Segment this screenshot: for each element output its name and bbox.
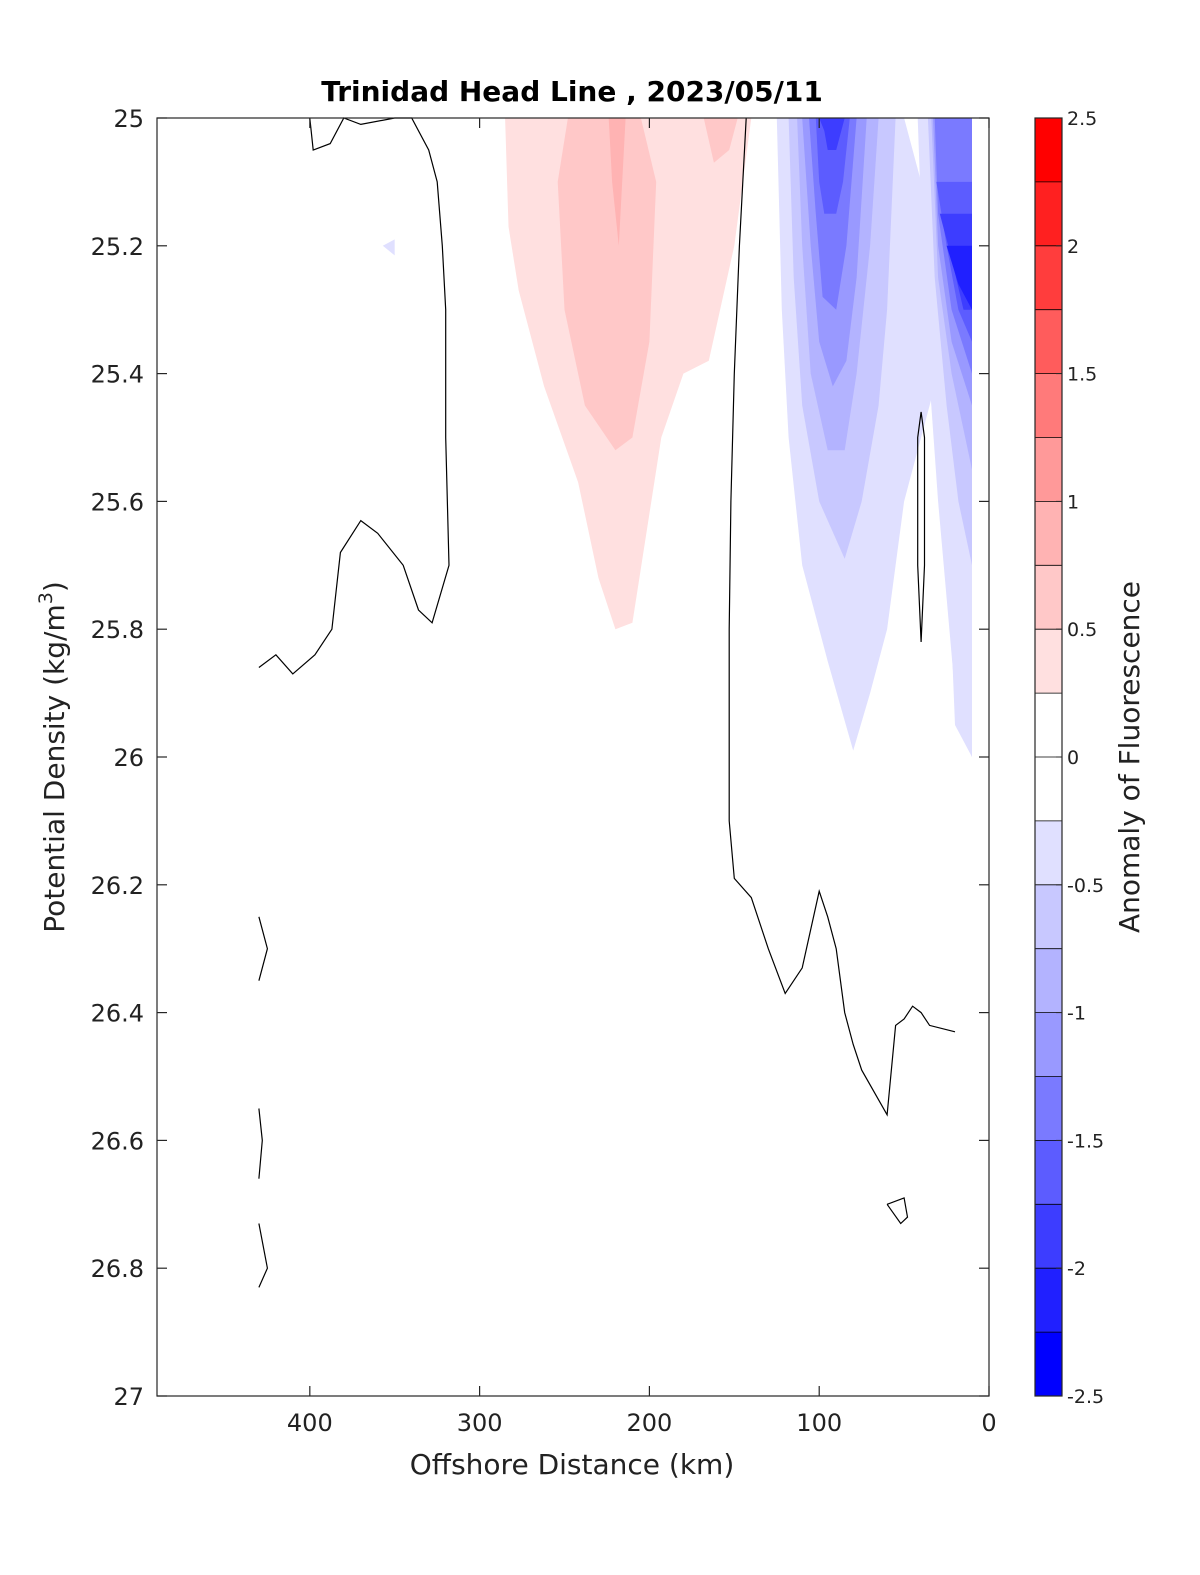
colorbar-bands [1035,117,1062,1397]
y-tick-label: 26.6 [91,1127,144,1155]
colorbar: 2.5 2 1.5 1 0.5 0 -0.5 -1 -1.5 -2 -2.5 Anomaly of … [1034,108,1146,1408]
x-tick-label: 400 [287,1409,333,1437]
y-tick-label: 25.2 [91,233,144,261]
colorbar-tick-label: -2.5 [1067,1386,1104,1408]
y-tick-label: 26.8 [91,1255,144,1283]
colorbar-band-14 [1035,1012,1062,1077]
contour-region-9 [815,118,850,214]
colorbar-band-11 [1035,820,1062,886]
x-tick-label: 0 [981,1409,996,1437]
contour-line-2 [917,411,926,643]
contour-line-6 [886,1197,909,1225]
colorbar-tick-label: -0.5 [1067,875,1104,897]
plot-area: 400 300 200 100 0 25 25.2 25.4 25.6 25.8 26 26.2 26… [91,105,997,1437]
colorbar-tick-label: 2 [1067,236,1079,258]
colorbar-band-6 [1035,501,1062,566]
colorbar-band-0 [1035,118,1062,183]
colorbar-band-1 [1035,181,1062,247]
colorbar-band-4 [1035,373,1062,438]
contour-line-4 [258,1108,263,1179]
y-tick-label: 25.4 [91,361,144,389]
chart-title: Trinidad Head Line , 2023/05/11 [321,75,823,108]
colorbar-band-18 [1035,1268,1062,1333]
colorbar-tick-label: 2.5 [1067,108,1097,130]
colorbar-band-5 [1035,437,1062,502]
contour-region-18 [946,245,972,310]
contour-region-2 [608,118,626,246]
contour-region-10 [819,118,845,150]
colorbar-band-15 [1035,1076,1062,1141]
colorbar-tick-label: -1 [1067,1003,1086,1025]
y-tick-label: 26.4 [91,1000,144,1028]
colorbar-tick-label: 1.5 [1067,364,1097,386]
colorbar-tick-label: 1 [1067,491,1079,513]
contour-region-1 [557,118,657,451]
colorbar-band-7 [1035,565,1062,630]
colorbar-band-12 [1035,884,1062,950]
x-tick-label: 300 [457,1409,503,1437]
y-axis-label: Potential Density (kg/m3) [35,581,71,933]
x-tick-label: 200 [627,1409,673,1437]
colorbar-band-13 [1035,948,1062,1014]
x-axis-ticks: 400 300 200 100 0 [287,118,997,1437]
colorbar-tick-label: -2 [1067,1258,1086,1280]
contour-region-19 [382,239,395,256]
contour-region-3 [703,118,738,163]
colorbar-tick-label: 0.5 [1067,619,1097,641]
colorbar-band-19 [1035,1332,1062,1397]
y-axis-label-main: Potential Density (kg/m [38,604,71,933]
y-tick-label: 25 [113,105,144,133]
y-tick-label: 27 [113,1383,144,1411]
colorbar-tick-label: -1.5 [1067,1130,1104,1152]
colorbar-band-17 [1035,1204,1062,1269]
colorbar-tick-label: 0 [1067,747,1079,769]
contour-line-5 [258,1223,269,1288]
x-axis-label: Offshore Distance (km) [410,1448,735,1481]
filled-contour-regions [382,118,972,757]
zero-contour-lines [258,117,956,1288]
colorbar-band-8 [1035,629,1062,694]
contour-line-3 [258,916,269,981]
colorbar-ticks: 2.5 2 1.5 1 0.5 0 -0.5 -1 -1.5 -2 -2.5 [1056,108,1104,1408]
y-axis-label-close: ) [38,581,71,592]
colorbar-band-2 [1035,245,1062,311]
colorbar-band-16 [1035,1140,1062,1205]
x-tick-label: 100 [796,1409,842,1437]
colorbar-band-9 [1035,693,1062,758]
y-axis-ticks: 25 25.2 25.4 25.6 25.8 26 26.2 26.4 26.6 26.8 27 [91,105,989,1411]
y-tick-label: 26 [113,744,144,772]
y-tick-label: 25.6 [91,488,144,516]
y-tick-label: 26.2 [91,872,144,900]
colorbar-label: Anomaly of Fluorescence [1113,581,1146,933]
colorbar-band-10 [1035,757,1062,822]
colorbar-band-3 [1035,309,1062,375]
y-axis-label-superscript: 3 [35,592,57,604]
contour-line-0 [258,117,450,675]
contour-line-1 [728,117,956,1117]
y-tick-label: 25.8 [91,616,144,644]
